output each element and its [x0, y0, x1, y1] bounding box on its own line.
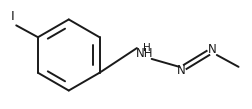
- Text: N: N: [177, 64, 186, 77]
- Text: NH: NH: [136, 47, 153, 60]
- Text: H: H: [143, 43, 151, 53]
- Text: N: N: [207, 43, 216, 56]
- Text: I: I: [11, 10, 14, 23]
